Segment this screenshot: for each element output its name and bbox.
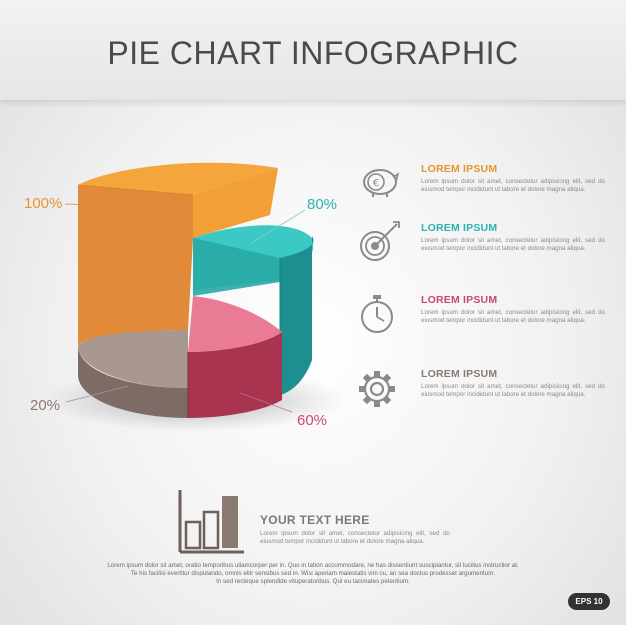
stopwatch-icon [361, 295, 393, 333]
summary-title: YOUR TEXT HERE [260, 513, 370, 527]
slice-label-20: 20% [30, 397, 60, 414]
pie-slice-80 [193, 225, 314, 395]
header-band: PIE CHART INFOGRAPHIC [0, 0, 626, 100]
info-item-1: € LOREM IPSUM Lorem ipsum dolor sit amet… [355, 157, 605, 207]
info-title: LOREM IPSUM [421, 222, 498, 234]
info-item-3: LOREM IPSUM Lorem ipsum dolor sit amet, … [355, 288, 605, 338]
footer-line: In sed recteque splendide vituperatoribu… [216, 578, 410, 585]
pie-slice-20 [78, 330, 188, 418]
eps-badge: EPS 10 [568, 593, 610, 610]
info-text: Lorem ipsum dolor sit amet, consectetur … [421, 383, 605, 398]
slice-label-80: 80% [307, 196, 337, 213]
slice-label-100: 100% [24, 195, 62, 212]
target-arrow-icon [360, 221, 400, 261]
piggy-bank-euro-icon: € [363, 169, 400, 197]
footer-line: Te his facilisi evertitur disputando, om… [130, 570, 496, 577]
info-text: Lorem ipsum dolor sit amet, consectetur … [421, 309, 605, 324]
bar-chart-icon [178, 490, 244, 554]
svg-text:€: € [373, 178, 379, 189]
pie-slice-60 [187, 296, 282, 418]
summary-text: Lorem ipsum dolor sit amet, consectetur … [260, 530, 450, 545]
info-item-4: LOREM IPSUM Lorem ipsum dolor sit amet, … [355, 362, 605, 412]
info-title: LOREM IPSUM [421, 294, 498, 306]
footer-line: Lorem ipsum dolor sit amet, oratio tempo… [107, 562, 519, 569]
info-title: LOREM IPSUM [421, 163, 498, 175]
page-title: PIE CHART INFOGRAPHIC [107, 35, 519, 71]
info-text: Lorem ipsum dolor sit amet, consectetur … [421, 178, 605, 193]
info-title: LOREM IPSUM [421, 368, 498, 380]
gear-icon [359, 371, 395, 407]
slice-label-60: 60% [297, 412, 327, 429]
footer-text: Lorem ipsum dolor sit amet, oratio tempo… [40, 562, 586, 586]
pie-slice-100 [77, 162, 278, 345]
info-item-2: LOREM IPSUM Lorem ipsum dolor sit amet, … [355, 216, 605, 266]
info-text: Lorem ipsum dolor sit amet, consectetur … [421, 237, 605, 252]
